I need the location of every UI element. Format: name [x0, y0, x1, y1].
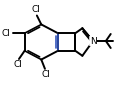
Text: Cl: Cl	[31, 4, 40, 14]
Text: Cl: Cl	[14, 60, 22, 69]
Text: N: N	[90, 36, 96, 45]
Text: Cl: Cl	[42, 70, 50, 79]
Text: Cl: Cl	[2, 29, 11, 38]
